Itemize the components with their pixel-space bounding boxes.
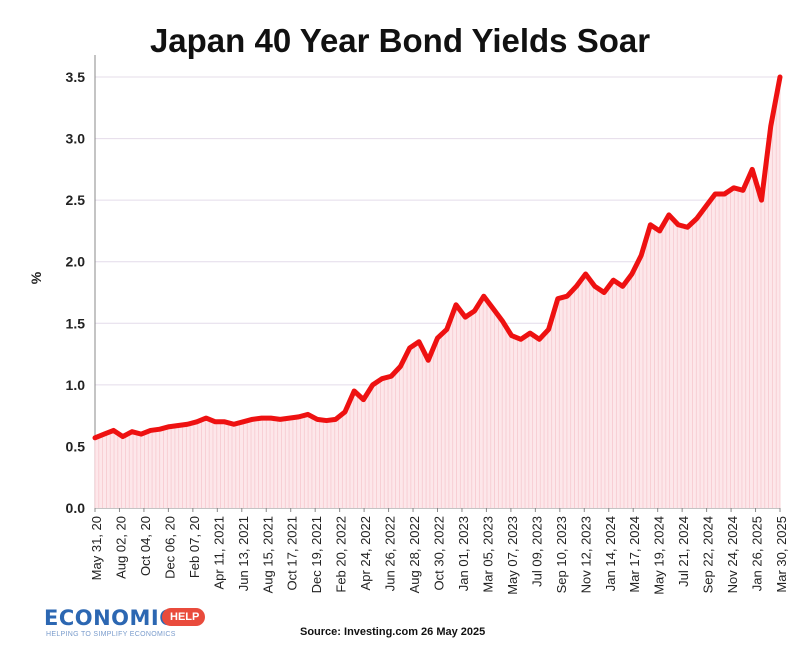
logo-badge: HELP — [162, 608, 206, 626]
y-tick-label: 3.5 — [66, 69, 86, 85]
x-tick-label: Jul 21, 2024 — [676, 516, 691, 587]
y-tick-label: 2.0 — [66, 254, 86, 270]
x-tick-label: Sep 22, 2024 — [701, 516, 716, 593]
x-tick-label: Jul 09, 2023 — [529, 516, 544, 587]
y-tick-label: 1.5 — [66, 315, 86, 331]
x-tick-label: Mar 05, 2023 — [480, 516, 495, 593]
x-tick-label: Sep 10, 2023 — [554, 516, 569, 593]
x-tick-label: Oct 30, 2022 — [432, 516, 447, 590]
x-tick-label: May 19, 2024 — [652, 516, 667, 595]
x-tick-label: Dec 06, 20 — [162, 516, 177, 579]
series-line — [92, 74, 783, 441]
x-tick-label: Mar 30, 2025 — [774, 516, 789, 593]
x-tick-label: Aug 02, 20 — [113, 516, 128, 579]
x-tick-label: Apr 11, 2021 — [211, 516, 226, 589]
x-tick-label: May 07, 2023 — [505, 516, 520, 595]
y-tick-label: 0.0 — [66, 500, 86, 516]
x-tick-label: Oct 17, 2021 — [285, 516, 300, 590]
x-tick-label: Jan 14, 2024 — [603, 516, 618, 591]
x-tick-label: Jun 13, 2021 — [236, 516, 251, 591]
x-tick-label: Nov 12, 2023 — [578, 516, 593, 593]
y-tick-label: 3.0 — [66, 131, 86, 147]
x-tick-label: Jan 26, 2025 — [750, 516, 765, 591]
x-tick-label: Aug 15, 2021 — [260, 516, 275, 593]
x-tick-label: May 31, 20 — [89, 516, 104, 580]
x-tick-label: Feb 20, 2022 — [334, 516, 349, 593]
x-tick-label: Dec 19, 2021 — [309, 516, 324, 593]
logo-tagline: HELPING TO SIMPLIFY ECONOMICS — [46, 631, 176, 638]
source-note: Source: Investing.com 26 May 2025 — [300, 626, 486, 638]
economics-help-logo: ECONOMICS HELP HELPING TO SIMPLIFY ECONO… — [44, 606, 214, 644]
x-tick-label: Jun 26, 2022 — [383, 516, 398, 591]
y-tick-label: 0.5 — [66, 438, 86, 454]
x-tick-label: Mar 17, 2024 — [627, 516, 642, 593]
chart-title: Japan 40 Year Bond Yields Soar — [149, 22, 651, 59]
x-tick-label: Feb 07, 20 — [187, 516, 202, 578]
y-tick-label: 1.0 — [66, 377, 86, 393]
x-tick-label: Aug 28, 2022 — [407, 516, 422, 593]
x-tick-label: Nov 24, 2024 — [725, 516, 740, 593]
y-tick-label: 2.5 — [66, 192, 86, 208]
x-tick-label: Oct 04, 20 — [138, 516, 153, 576]
x-tick-label: Apr 24, 2022 — [358, 516, 373, 590]
x-tick-label: Jan 01, 2023 — [456, 516, 471, 591]
